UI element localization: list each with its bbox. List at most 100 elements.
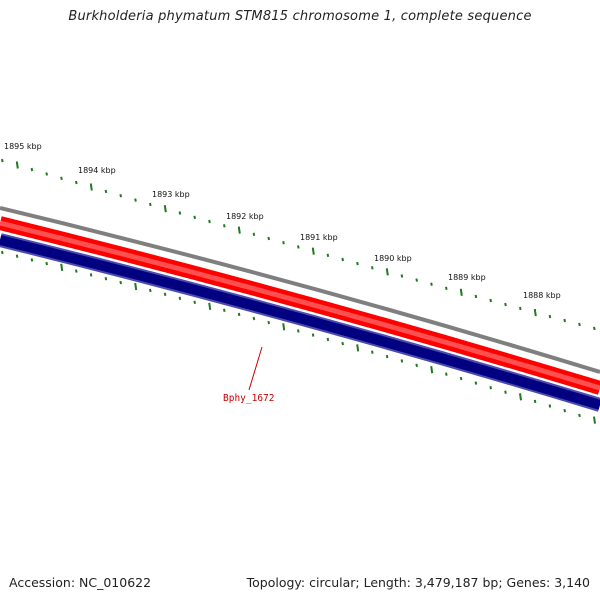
scale-label: 1892 kbp [226,212,264,221]
minor-tick [474,294,478,299]
scale-label: 1891 kbp [300,233,338,242]
major-tick [163,205,167,213]
minor-tick [356,261,359,266]
minor-tick [282,241,285,245]
minor-tick [415,363,418,367]
minor-tick [504,302,507,307]
major-tick [282,323,286,331]
major-tick [519,393,522,401]
minor-tick [578,322,581,327]
accession-label: Accession: NC_010622 [9,575,152,590]
minor-tick [489,298,492,303]
minor-tick [163,292,167,296]
minor-tick [267,320,270,325]
minor-tick [385,354,389,359]
scale-label: 1894 kbp [78,166,116,175]
topology-summary: Topology: circular; Length: 3,479,187 bp… [246,575,590,590]
major-tick [311,247,315,255]
minor-tick [489,386,492,390]
backbone-arc [0,206,600,374]
minor-tick [193,215,196,219]
minor-tick [445,372,448,376]
gene-callout-line [248,346,263,391]
minor-tick [119,280,122,285]
minor-tick [326,253,330,257]
minor-tick [223,224,226,228]
minor-tick [149,202,152,207]
major-tick [593,416,596,424]
minor-tick [548,314,552,319]
minor-tick [326,337,330,342]
minor-tick [75,269,78,273]
scale-label: 1889 kbp [448,273,486,282]
minor-tick [548,404,552,408]
minor-tick [149,288,152,293]
minor-tick [30,258,34,262]
minor-tick [297,245,300,249]
major-tick [15,161,19,169]
major-tick [533,308,537,317]
minor-tick [1,158,4,163]
minor-tick [430,282,433,286]
scale-ticks-inner [1,250,596,424]
minor-tick [400,359,404,363]
minor-tick [267,236,270,241]
minor-tick [415,278,418,282]
minor-tick [341,257,344,262]
minor-tick [119,194,122,198]
minor-tick [533,399,537,404]
minor-tick [519,306,522,311]
scale-ticks-outer [1,158,596,331]
minor-tick [223,308,226,312]
minor-tick [178,211,182,215]
minor-tick [371,266,374,270]
minor-tick [237,312,241,317]
major-tick [60,263,64,271]
minor-tick [104,189,108,194]
major-tick [208,302,212,310]
map-title: Burkholderia phymatum STM815 chromosome … [68,9,532,24]
major-tick [134,282,138,291]
minor-tick [563,318,566,323]
major-tick [89,183,93,191]
reverse-strand-core-arc [0,235,600,410]
minor-tick [134,198,137,202]
minor-tick [297,329,300,333]
major-tick [385,268,389,276]
minor-tick [563,409,566,413]
minor-tick [474,381,478,385]
minor-tick [459,376,463,381]
minor-tick [311,333,315,337]
minor-tick [445,286,448,290]
minor-tick [45,172,48,176]
minor-tick [252,232,256,236]
minor-tick [252,316,256,321]
minor-tick [75,180,78,185]
scale-label: 1895 kbp [4,142,42,151]
scale-label: 1890 kbp [374,254,412,263]
minor-tick [504,390,507,394]
minor-tick [341,341,344,346]
minor-tick [578,413,581,418]
minor-tick [45,261,48,266]
major-tick [459,288,463,296]
minor-tick [371,350,374,354]
major-tick [237,226,241,234]
minor-tick [193,300,196,304]
minor-tick [15,254,19,258]
minor-tick [60,176,63,180]
minor-tick [89,273,93,277]
forward-strand-inner-arc [0,220,600,391]
minor-tick [400,274,404,278]
gene-label[interactable]: Bphy_1672 [223,393,274,404]
minor-tick [178,296,182,300]
minor-tick [30,167,34,172]
major-tick [356,344,360,352]
minor-tick [593,326,596,331]
scale-label: 1893 kbp [152,190,190,199]
minor-tick [208,219,211,224]
scale-label: 1888 kbp [523,291,561,300]
major-tick [430,366,434,374]
minor-tick [104,277,108,281]
